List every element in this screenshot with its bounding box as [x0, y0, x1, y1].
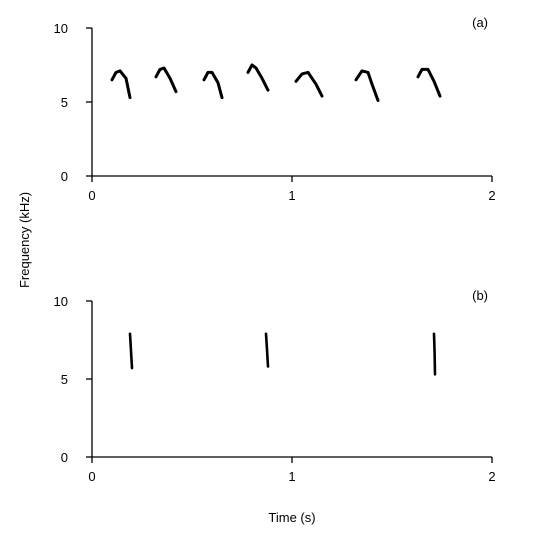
y-tick-label: 0 [61, 169, 68, 184]
x-tick-label: 0 [88, 188, 95, 203]
x-axis-title: Time (s) [268, 510, 315, 525]
syllable-trace [432, 332, 437, 376]
y-axis-title: Frequency (kHz) [17, 192, 32, 288]
syllable-trace [354, 69, 380, 102]
y-tick-label: 5 [61, 372, 68, 387]
x-tick-label: 2 [488, 469, 495, 484]
syllable-trace [294, 70, 324, 98]
x-tick-label: 1 [288, 188, 295, 203]
y-tick-label: 10 [54, 21, 68, 36]
panel-label: (b) [472, 288, 488, 303]
y-tick-label: 5 [61, 95, 68, 110]
syllable-trace [202, 70, 224, 100]
panel-b: 0 5 10 0 1 2 (b) Time (s) [54, 288, 496, 525]
y-tick-label: 0 [61, 450, 68, 465]
panel-label: (a) [472, 15, 488, 30]
y-tick-label: 10 [54, 294, 68, 309]
syllable-trace [416, 67, 442, 98]
x-tick-label: 1 [288, 469, 295, 484]
syllable-trace [154, 66, 178, 94]
x-tick-label: 0 [88, 469, 95, 484]
syllable-trace [128, 332, 134, 370]
panel-a: 0 5 10 0 1 2 (a) [54, 15, 496, 203]
syllable-trace [246, 63, 270, 92]
x-tick-label: 2 [488, 188, 495, 203]
syllable-trace [264, 332, 270, 368]
syllable-trace [110, 69, 132, 100]
